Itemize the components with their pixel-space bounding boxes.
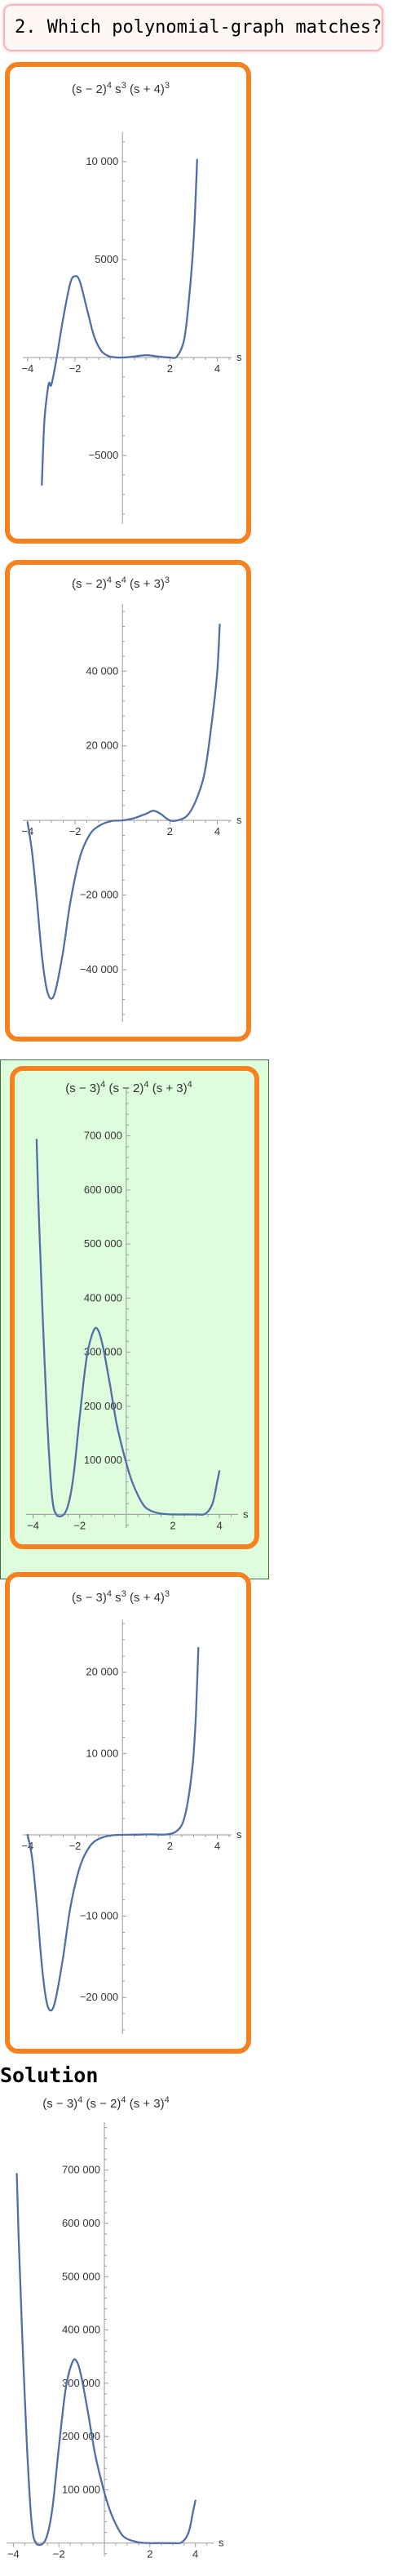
option-1-x-axis-label: s — [236, 351, 242, 363]
option-2-y-tick-label: −20 000 — [80, 889, 118, 901]
option-1-x-tick-label: −2 — [69, 362, 82, 375]
solution-y-tick-label: 400 000 — [62, 2324, 100, 2336]
answer-option-4[interactable]: (s − 3)4 s3 (s + 4)3 −4 −2 2 4 s 20 000 10 000−… — [5, 1572, 251, 2054]
option-3-chart: (s − 3)4 (s − 2)4 (s + 3)4 −4 −2 2 4 s 100 000… — [26, 1080, 249, 1531]
option-4-x-axis-label: s — [236, 1828, 242, 1841]
option-2-title: (s − 2)4 s4 (s + 3)3 — [72, 575, 170, 591]
answer-option-3[interactable]: (s − 3)4 (s − 2)4 (s + 3)4 −4 −2 2 4 s 100 000… — [10, 1066, 259, 1549]
solution-series-line-0 — [15, 2173, 196, 2547]
option-4-x-tick-label: 4 — [214, 1840, 220, 1852]
option-1-title: (s − 2)4 s3 (s + 4)3 — [72, 81, 170, 96]
option-3-y-tick-label: 300 000 — [84, 1346, 122, 1358]
option-2-y-tick-label: −40 000 — [80, 963, 118, 975]
option-1-y-tick-label: 5000 — [95, 253, 118, 265]
solution-x-tick-label: −2 — [53, 2548, 65, 2560]
option-3-x-tick-label: 4 — [217, 1519, 223, 1531]
option-1-x-tick-label: 4 — [214, 362, 220, 375]
option-1-x-tick-label: 2 — [167, 362, 173, 375]
option-4-x-tick-label: 2 — [167, 1840, 173, 1852]
solution-y-tick-label: 200 000 — [62, 2430, 100, 2442]
option-3-y-tick-label: 700 000 — [84, 1130, 122, 1142]
solution-y-tick-label: 300 000 — [62, 2377, 100, 2389]
option-4-y-tick-label: 20 000 — [86, 1666, 118, 1678]
option-2-x-tick-label: −2 — [69, 825, 82, 837]
option-3-y-tick-label: 100 000 — [84, 1454, 122, 1466]
option-3-x-tick-label: −4 — [27, 1519, 39, 1531]
solution-x-axis-label: s — [219, 2537, 224, 2549]
option-3-y-tick-label: 200 000 — [84, 1400, 122, 1412]
solution-x-tick-label: 2 — [147, 2548, 152, 2560]
option-1-y-tick-label: 10 000 — [86, 155, 118, 167]
option-2-x-tick-label: 4 — [214, 825, 220, 837]
option-3-series-line-0 — [35, 1139, 221, 1517]
option-3-y-tick-label: 400 000 — [84, 1291, 122, 1304]
option-1-chart: (s − 2)4 s3 (s + 4)3 −4 −2 2 4 s 10 000 5000 −50… — [21, 81, 242, 524]
option-4-y-tick-label: −10 000 — [80, 1910, 118, 1922]
option-3-y-tick-label: 500 000 — [84, 1237, 122, 1250]
solution-title: (s − 3)4 (s − 2)4 (s + 3)4 — [42, 2095, 170, 2111]
option-2-x-tick-label: −4 — [21, 825, 33, 837]
option-2-y-tick-label: 20 000 — [86, 739, 118, 752]
question-banner: 2. Which polynomial-graph matches? — [3, 4, 383, 51]
option-3-x-tick-label: −2 — [73, 1519, 86, 1531]
option-4-title: (s − 3)4 s3 (s + 4)3 — [72, 1589, 170, 1605]
answer-option-1[interactable]: (s − 2)4 s3 (s + 4)3 −4 −2 2 4 s 10 000 5000 −50… — [5, 62, 251, 544]
solution-y-tick-label: 600 000 — [62, 2217, 100, 2229]
option-4-series-line-0 — [26, 1646, 200, 2012]
option-1-x-tick-label: −4 — [21, 362, 33, 375]
option-2-y-tick-label: 40 000 — [86, 664, 118, 677]
option-1-series-line-0 — [41, 158, 198, 486]
solution-y-tick-label: 100 000 — [62, 2483, 100, 2495]
solution-y-tick-label: 700 000 — [62, 2164, 100, 2176]
option-3-title: (s − 3)4 (s − 2)4 (s + 3)4 — [65, 1080, 192, 1095]
solution-chart: (s − 3)4 (s − 2)4 (s + 3)4 −4 −2 2 4 s 100 000… — [7, 2095, 224, 2560]
option-2-x-axis-label: s — [236, 814, 242, 826]
option-2-x-tick-label: 2 — [167, 825, 173, 837]
option-2-chart: (s − 2)4 s4 (s + 3)3 −4 −2 2 4 s 40 000 20 000 −… — [21, 575, 242, 1022]
solution-chart-panel: (s − 3)4 (s − 2)4 (s + 3)4 −4 −2 2 4 s 100 000… — [0, 2090, 236, 2571]
option-4-y-tick-label: −20 000 — [80, 1991, 118, 2003]
option-2-series-line-0 — [26, 623, 221, 1000]
solution-heading: Solution — [0, 2063, 99, 2087]
answer-option-2[interactable]: (s − 2)4 s4 (s + 3)3 −4 −2 2 4 s 40 000 20 000 −… — [5, 560, 251, 1042]
solution-x-tick-label: 4 — [192, 2548, 198, 2560]
solution-y-tick-label: 500 000 — [62, 2270, 100, 2282]
option-3-y-tick-label: 600 000 — [84, 1184, 122, 1196]
solution-x-tick-label: −4 — [7, 2548, 20, 2560]
option-3-x-tick-label: 2 — [170, 1519, 175, 1531]
option-4-y-tick-label: 10 000 — [86, 1747, 118, 1759]
question-text: 2. Which polynomial-graph matches? — [15, 17, 382, 38]
option-4-x-tick-label: −2 — [69, 1840, 82, 1852]
option-3-x-axis-label: s — [243, 1508, 249, 1520]
option-1-y-tick-label: −5000 — [89, 449, 119, 461]
